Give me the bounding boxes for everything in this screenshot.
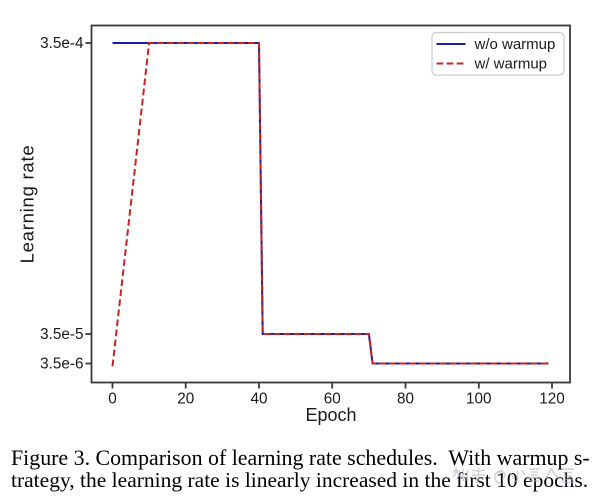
svg-text:0: 0 bbox=[108, 391, 117, 408]
svg-text:60: 60 bbox=[324, 391, 341, 408]
svg-text:3.5e-5: 3.5e-5 bbox=[40, 326, 83, 343]
svg-text:80: 80 bbox=[397, 391, 414, 408]
svg-text:20: 20 bbox=[177, 391, 194, 408]
svg-text:3.5e-6: 3.5e-6 bbox=[40, 356, 83, 373]
svg-text:w/o warmup: w/o warmup bbox=[474, 36, 556, 53]
svg-text:40: 40 bbox=[250, 391, 267, 408]
svg-text:3.5e-4: 3.5e-4 bbox=[40, 35, 84, 52]
svg-text:120: 120 bbox=[539, 391, 565, 408]
svg-text:Learning rate: Learning rate bbox=[17, 145, 38, 264]
svg-text:Epoch: Epoch bbox=[305, 405, 356, 425]
svg-text:w/ warmup: w/ warmup bbox=[474, 56, 548, 73]
svg-text:100: 100 bbox=[466, 391, 492, 408]
